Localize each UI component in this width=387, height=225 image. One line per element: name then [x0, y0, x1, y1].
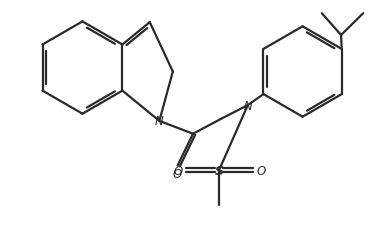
Text: O: O: [172, 167, 182, 180]
Text: O: O: [173, 164, 183, 177]
Text: O: O: [256, 164, 265, 177]
Text: S: S: [214, 164, 223, 177]
Text: N: N: [155, 115, 164, 128]
Text: N: N: [243, 99, 252, 112]
